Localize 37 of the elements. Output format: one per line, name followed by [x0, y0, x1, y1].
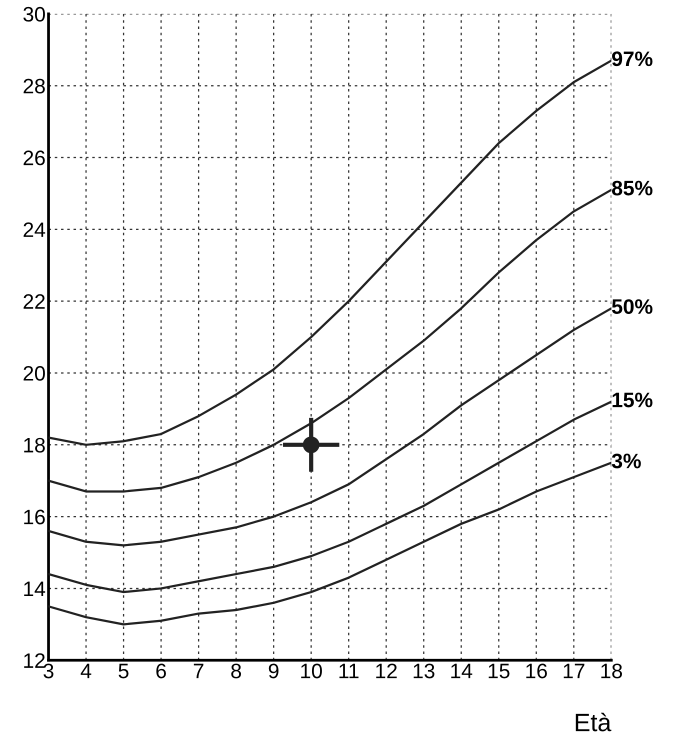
series-label: 3% [612, 454, 641, 468]
x-tick-label: 17 [564, 664, 584, 678]
y-tick-label: 28 [24, 78, 45, 94]
y-tick-label: 12 [24, 653, 45, 668]
x-tick-label: 7 [194, 664, 204, 678]
line-series [48, 188, 612, 493]
line-series [48, 307, 612, 546]
x-tick-label: 14 [451, 664, 472, 678]
x-tick-label: 10 [301, 664, 322, 678]
y-tick-label: 24 [24, 222, 46, 237]
x-tick-label: 13 [414, 664, 434, 678]
x-tick-label: 15 [488, 664, 510, 678]
y-tick-label: 14 [24, 582, 46, 596]
y-tick-label: 22 [24, 294, 45, 309]
series-label: 15% [612, 392, 652, 408]
line-series [48, 400, 612, 594]
y-tick-label: 26 [24, 150, 45, 166]
x-tick-label: 18 [601, 664, 622, 678]
series-label: 97% [612, 51, 652, 66]
x-tick-label: 6 [156, 664, 166, 678]
x-tick-label: 9 [268, 664, 278, 678]
x-tick-label: 3 [44, 664, 54, 678]
x-tick-label: 5 [118, 664, 128, 678]
x-tick-label: 12 [376, 664, 397, 678]
y-tick-label: 20 [24, 366, 45, 381]
series-label: 85% [612, 180, 652, 196]
x-tick-label: 11 [339, 664, 358, 678]
line-series [48, 462, 612, 626]
y-tick-label: 18 [24, 438, 45, 453]
line-series [48, 59, 612, 446]
x-tick-label: 16 [526, 664, 547, 678]
x-tick-label: 4 [80, 664, 92, 678]
series-label: 50% [612, 299, 652, 314]
y-tick-label: 16 [24, 510, 45, 524]
x-axis-title: Età [576, 712, 612, 732]
x-tick-label: 8 [231, 664, 242, 678]
y-tick-label: 30 [23, 6, 45, 22]
